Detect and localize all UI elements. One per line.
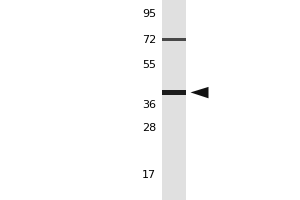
Bar — [162, 38, 186, 41]
Polygon shape — [190, 87, 208, 98]
Text: 72: 72 — [142, 35, 156, 45]
Bar — [162, 90, 186, 95]
Text: 55: 55 — [142, 60, 156, 70]
Text: 36: 36 — [142, 100, 156, 110]
Text: 95: 95 — [142, 9, 156, 19]
Text: 28: 28 — [142, 123, 156, 133]
Bar — [162, 0, 186, 200]
Text: 17: 17 — [142, 170, 156, 180]
